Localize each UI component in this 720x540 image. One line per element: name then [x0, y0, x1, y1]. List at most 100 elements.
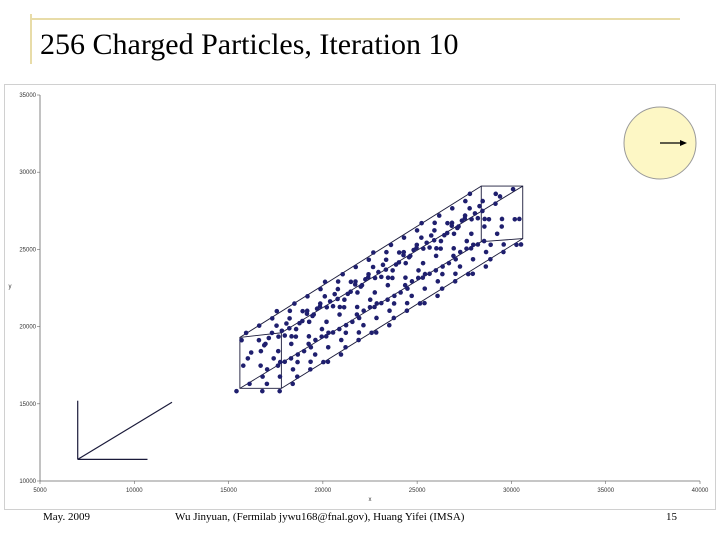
particle-point — [342, 297, 347, 303]
particle-point — [361, 308, 367, 313]
particle-point — [383, 257, 389, 263]
particle-point — [256, 323, 262, 328]
particle-box-outline — [239, 185, 524, 389]
particle-point — [421, 246, 426, 251]
particle-point — [384, 249, 389, 255]
particle-point — [452, 279, 458, 284]
particle-point — [288, 341, 294, 347]
particle-point — [284, 321, 289, 326]
particle-point — [321, 359, 326, 365]
particle-point — [330, 330, 336, 335]
particle-point — [271, 356, 276, 361]
particle-point — [276, 334, 281, 339]
particle-point — [411, 247, 416, 253]
particle-point — [469, 231, 474, 237]
particle-point — [401, 235, 407, 240]
particle-point — [372, 290, 378, 295]
particle-point — [258, 363, 263, 368]
particle-point — [493, 201, 498, 206]
particle-point — [445, 220, 450, 226]
particle-point — [514, 242, 519, 248]
particle-point — [457, 249, 463, 255]
particle-point — [282, 359, 288, 365]
particle-point — [308, 367, 313, 372]
particle-point — [248, 350, 254, 355]
particle-point — [348, 279, 354, 285]
particle-point — [385, 275, 391, 280]
particle-point — [282, 333, 288, 338]
particle-point — [432, 220, 437, 226]
particle-point — [350, 319, 355, 325]
particle-point — [353, 279, 358, 284]
particle-point — [469, 216, 474, 222]
footer-credit: Wu Jinyuan, (Fermilab jywu168@fnal.gov),… — [175, 511, 465, 523]
particle-point — [393, 262, 399, 267]
particle-point — [306, 341, 311, 347]
particle-point — [415, 275, 421, 281]
particle-point — [441, 232, 447, 238]
particle-point — [363, 277, 368, 282]
particle-point — [337, 312, 342, 317]
particle-point — [264, 367, 270, 372]
particle-point — [373, 330, 379, 335]
particle-point — [274, 323, 279, 328]
particle-point — [493, 191, 499, 197]
particle-point — [405, 286, 410, 291]
particle-point — [427, 271, 432, 277]
particle-point — [338, 352, 344, 357]
y-axis-label: y — [9, 284, 12, 290]
particle-point — [317, 301, 323, 306]
particle-point — [409, 293, 415, 299]
particle-point — [374, 301, 380, 306]
particle-point — [475, 242, 481, 247]
particle-point — [396, 250, 402, 255]
particle-point — [409, 279, 415, 284]
particle-point — [383, 267, 389, 272]
particle-point — [269, 316, 275, 321]
particle-point — [438, 246, 443, 251]
particle-point — [245, 356, 251, 361]
particle-point — [343, 344, 348, 350]
particle-point — [422, 271, 428, 277]
particle-point — [356, 330, 362, 335]
particle-point — [325, 344, 331, 350]
particle-point — [269, 330, 275, 336]
title-accent-horizontal — [30, 18, 680, 20]
particle-point — [295, 359, 300, 365]
particle-point — [501, 242, 506, 247]
particle-point — [464, 246, 469, 251]
particle-point — [277, 374, 283, 379]
chart-axes — [39, 95, 700, 482]
slide-title: 256 Charged Particles, Iteration 10 — [40, 28, 459, 61]
particle-point — [417, 301, 423, 306]
x-tick-label: 5000 — [33, 488, 47, 494]
particle-point — [287, 308, 293, 314]
particle-point — [499, 224, 505, 229]
particle-point — [256, 337, 262, 343]
particle-point — [427, 245, 432, 250]
particle-point — [308, 359, 313, 365]
particle-point — [392, 293, 397, 299]
particle-point — [326, 330, 331, 336]
particle-points — [234, 186, 524, 394]
y-tick-label: 20000 — [19, 325, 36, 331]
particle-point — [325, 359, 331, 365]
particle-point — [440, 264, 445, 269]
particle-point — [414, 228, 420, 233]
particle-point — [275, 363, 281, 368]
particle-point — [327, 299, 333, 304]
direction-indicator — [623, 106, 697, 180]
y-tick-label: 25000 — [19, 247, 36, 253]
particle-point — [314, 306, 320, 311]
particle-point — [517, 216, 522, 222]
particle-point — [367, 305, 373, 310]
particle-point — [465, 271, 471, 277]
x-tick-label: 15000 — [220, 488, 237, 494]
particle-point — [416, 268, 421, 273]
particle-point — [287, 325, 292, 331]
particle-point — [435, 293, 440, 299]
particle-point — [440, 271, 445, 277]
particle-point — [420, 275, 426, 280]
particle-point — [319, 334, 324, 339]
